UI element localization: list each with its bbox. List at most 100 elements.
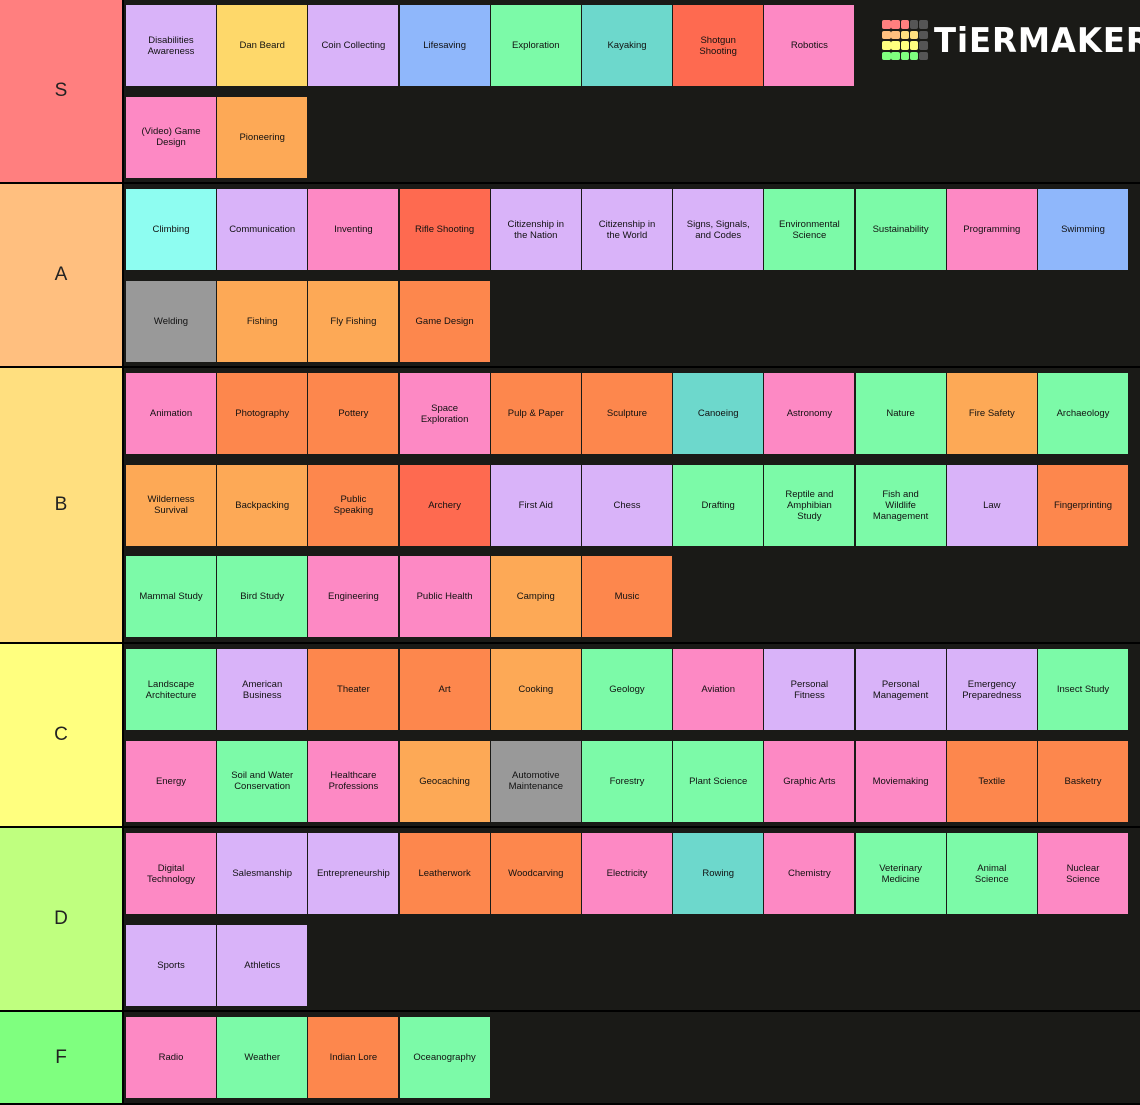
tier-item[interactable]: American Business xyxy=(217,649,308,730)
tier-item[interactable]: Geology xyxy=(582,649,672,730)
tier-item[interactable]: Welding xyxy=(126,280,216,362)
tier-item[interactable]: Camping xyxy=(490,556,581,637)
tier-item[interactable]: Sustainability xyxy=(855,189,946,270)
tier-item[interactable]: Lifesaving xyxy=(399,5,490,86)
tier-item[interactable]: Graphic Arts xyxy=(764,740,855,822)
tier-label-d[interactable]: D xyxy=(0,828,124,1010)
tier-item[interactable]: Fire Safety xyxy=(946,373,1037,454)
tier-item[interactable]: Environmental Science xyxy=(764,189,855,270)
tier-item[interactable]: Personal Fitness xyxy=(764,649,855,730)
tier-item[interactable]: Astronomy xyxy=(764,373,855,454)
tier-item[interactable]: Weather xyxy=(217,1017,308,1098)
tier-item[interactable]: Music xyxy=(582,556,672,637)
logo-grid-cell xyxy=(919,30,928,39)
tier-item[interactable]: Disabilities Awareness xyxy=(126,5,216,86)
tier-item[interactable]: Personal Management xyxy=(855,649,946,730)
tier-item[interactable]: Backpacking xyxy=(217,464,308,546)
logo-grid-cell xyxy=(909,30,919,39)
tier-item[interactable]: Rowing xyxy=(673,833,764,914)
tier-item[interactable]: Fishing xyxy=(217,280,308,362)
tier-item[interactable]: Signs, Signals, and Codes xyxy=(673,189,764,270)
tier-item[interactable]: Exploration xyxy=(490,5,581,86)
tier-label-s[interactable]: S xyxy=(0,0,124,182)
tier-label-f[interactable]: F xyxy=(0,1012,124,1103)
tier-item[interactable]: Space Exploration xyxy=(399,373,490,454)
tier-item[interactable]: Rifle Shooting xyxy=(399,189,490,270)
tier-item[interactable]: Energy xyxy=(126,740,216,822)
tier-item[interactable]: Nature xyxy=(855,373,946,454)
tier-item[interactable]: Public Speaking xyxy=(308,464,399,546)
tier-item[interactable]: Art xyxy=(399,649,490,730)
tier-item[interactable]: Woodcarving xyxy=(490,833,581,914)
tier-item[interactable]: Sports xyxy=(126,924,216,1006)
tier-item[interactable]: Fly Fishing xyxy=(308,280,399,362)
tier-item[interactable]: Pottery xyxy=(308,373,399,454)
tier-item[interactable]: Geocaching xyxy=(399,740,490,822)
tier-item[interactable]: Shotgun Shooting xyxy=(673,5,764,86)
tier-item[interactable]: Drafting xyxy=(673,464,764,546)
tier-item[interactable]: Electricity xyxy=(582,833,672,914)
tier-item[interactable]: Emergency Preparedness xyxy=(946,649,1037,730)
tier-item[interactable]: Archery xyxy=(399,464,490,546)
tier-item[interactable]: Indian Lore xyxy=(308,1017,399,1098)
tier-item[interactable]: Digital Technology xyxy=(126,833,216,914)
tier-item[interactable]: Photography xyxy=(217,373,308,454)
tier-item[interactable]: Climbing xyxy=(126,189,216,270)
tier-item[interactable]: Soil and Water Conservation xyxy=(217,740,308,822)
tier-item[interactable]: Moviemaking xyxy=(855,740,946,822)
tier-item[interactable]: Radio xyxy=(126,1017,216,1098)
tier-item[interactable]: First Aid xyxy=(490,464,581,546)
tier-item[interactable]: Animal Science xyxy=(946,833,1037,914)
tier-item[interactable]: Automotive Maintenance xyxy=(490,740,581,822)
tier-item[interactable]: Athletics xyxy=(217,924,308,1006)
tier-item[interactable]: Forestry xyxy=(582,740,672,822)
tier-item[interactable]: Kayaking xyxy=(582,5,672,86)
tier-label-c[interactable]: C xyxy=(0,644,124,826)
tier-item[interactable]: Landscape Architecture xyxy=(126,649,216,730)
tier-item[interactable]: Oceanography xyxy=(399,1017,490,1098)
tier-item[interactable]: Fish and Wildlife Management xyxy=(855,464,946,546)
tier-item[interactable]: Animation xyxy=(126,373,216,454)
tier-item[interactable]: Robotics xyxy=(764,5,855,86)
tier-item[interactable]: Plant Science xyxy=(673,740,764,822)
tier-item[interactable]: Leatherwork xyxy=(399,833,490,914)
tier-item[interactable]: Fingerprinting xyxy=(1038,464,1128,546)
tier-item[interactable]: Veterinary Medicine xyxy=(855,833,946,914)
tier-item[interactable]: Engineering xyxy=(308,556,399,637)
tier-label-b[interactable]: B xyxy=(0,368,124,642)
tier-item[interactable]: Dan Beard xyxy=(217,5,308,86)
tier-item[interactable]: Communication xyxy=(217,189,308,270)
tier-item[interactable]: Pioneering xyxy=(217,96,308,178)
tier-item[interactable]: Canoeing xyxy=(673,373,764,454)
tier-item[interactable]: Law xyxy=(946,464,1037,546)
tier-item[interactable]: Salesmanship xyxy=(217,833,308,914)
tier-item[interactable]: Pulp & Paper xyxy=(490,373,581,454)
tier-item[interactable]: Wilderness Survival xyxy=(126,464,216,546)
tier-item[interactable]: Citizenship in the World xyxy=(582,189,672,270)
tier-item[interactable]: Textile xyxy=(946,740,1037,822)
tier-item[interactable]: Aviation xyxy=(673,649,764,730)
tier-item[interactable]: Cooking xyxy=(490,649,581,730)
tier-item[interactable]: Coin Collecting xyxy=(308,5,399,86)
tier-item[interactable]: Nuclear Science xyxy=(1038,833,1128,914)
tier-item[interactable]: Basketry xyxy=(1038,740,1128,822)
tier-item[interactable]: Mammal Study xyxy=(126,556,216,637)
tier-item[interactable]: Game Design xyxy=(399,280,490,362)
tier-item[interactable]: Theater xyxy=(308,649,399,730)
tier-item[interactable]: Inventing xyxy=(308,189,399,270)
tier-item[interactable]: Sculpture xyxy=(582,373,672,454)
tier-item[interactable]: Citizenship in the Nation xyxy=(490,189,581,270)
tier-item[interactable]: Chess xyxy=(582,464,672,546)
tier-item[interactable]: (Video) Game Design xyxy=(126,96,216,178)
tier-item[interactable]: Reptile and Amphibian Study xyxy=(764,464,855,546)
tier-item[interactable]: Insect Study xyxy=(1038,649,1128,730)
tier-item[interactable]: Public Health xyxy=(399,556,490,637)
tier-item[interactable]: Entrepreneurship xyxy=(308,833,399,914)
tier-item[interactable]: Chemistry xyxy=(764,833,855,914)
tier-item[interactable]: Archaeology xyxy=(1038,373,1128,454)
tier-item[interactable]: Bird Study xyxy=(217,556,308,637)
tier-item[interactable]: Healthcare Professions xyxy=(308,740,399,822)
tier-item[interactable]: Swimming xyxy=(1038,189,1128,270)
tier-label-a[interactable]: A xyxy=(0,184,124,366)
tier-item[interactable]: Programming xyxy=(946,189,1037,270)
